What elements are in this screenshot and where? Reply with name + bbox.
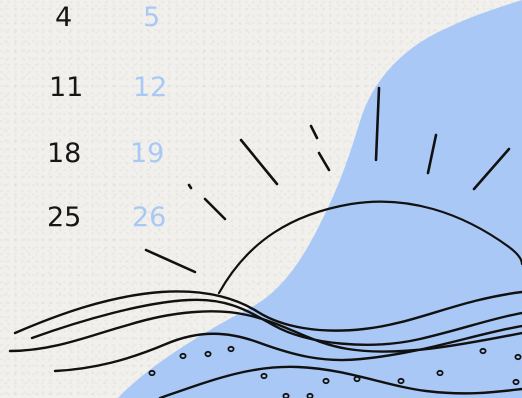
calendar-date-18: 18 [47, 138, 82, 169]
wave-dot-11 [514, 353, 522, 361]
calendar-date-11: 11 [49, 72, 84, 103]
wave-dot-10 [479, 347, 487, 355]
wave-line-2 [30, 298, 522, 346]
wave-dot-1 [179, 352, 187, 360]
blue-blob-shape [118, 0, 522, 398]
calendar-date-25: 25 [47, 202, 82, 233]
wave-line-5 [158, 365, 522, 398]
calendar-date-4: 4 [55, 2, 73, 33]
wave-dot-6 [322, 377, 330, 385]
sun-ray-4 [309, 124, 319, 140]
calendar-date-5: 5 [143, 2, 161, 33]
sun-ray-7 [426, 133, 438, 175]
wave-dot-14 [282, 392, 290, 398]
sun-ray-6 [374, 86, 381, 162]
sun-ray-2 [203, 197, 227, 221]
calendar-date-19: 19 [130, 138, 165, 169]
wave-line-4 [53, 324, 522, 373]
wave-dot-4 [148, 369, 156, 377]
wave-dot-7 [353, 375, 361, 383]
sun-ray-1 [187, 183, 193, 190]
sun-ray-9 [144, 248, 197, 274]
sun-arc [217, 200, 522, 295]
wave-dot-8 [397, 377, 405, 385]
wave-dot-12 [512, 378, 520, 386]
sun-ray-5 [317, 151, 331, 172]
sun-ray-8 [472, 147, 511, 191]
sun-ray-3 [239, 138, 279, 186]
wave-dot-13 [306, 392, 314, 398]
calendar-date-26: 26 [132, 202, 167, 233]
wave-dot-3 [227, 345, 235, 353]
wave-dot-2 [204, 350, 212, 358]
wave-dot-5 [260, 372, 268, 380]
wave-dot-9 [436, 369, 444, 377]
wave-line-1 [13, 290, 522, 335]
calendar-date-12: 12 [133, 72, 168, 103]
